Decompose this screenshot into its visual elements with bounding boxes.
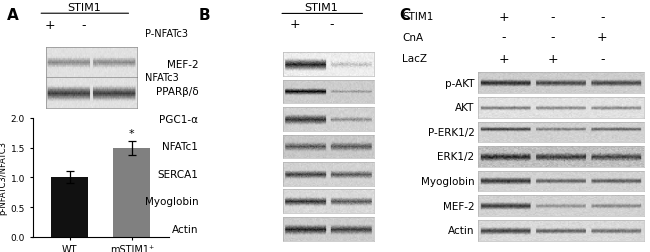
Text: Myoglobin: Myoglobin [421, 176, 474, 186]
Bar [113, 148, 150, 237]
Text: +: + [498, 53, 509, 66]
Text: -: - [330, 18, 334, 31]
Text: p-AKT: p-AKT [445, 78, 474, 88]
Text: -: - [600, 11, 604, 23]
Text: -: - [82, 19, 86, 32]
Text: MEF-2: MEF-2 [166, 60, 198, 70]
Text: AKT: AKT [455, 103, 474, 113]
Text: PPARβ/δ: PPARβ/δ [155, 87, 198, 97]
Text: CnA: CnA [402, 33, 423, 43]
Text: Myoglobin: Myoglobin [144, 197, 198, 206]
Text: SERCA1: SERCA1 [157, 169, 198, 179]
Text: LacZ: LacZ [402, 54, 427, 64]
Text: *: * [129, 129, 135, 139]
Text: -: - [600, 53, 604, 66]
Y-axis label: p-NFATC3/NFATC3: p-NFATC3/NFATC3 [0, 141, 8, 214]
Text: STIM1: STIM1 [402, 12, 434, 22]
Text: Actin: Actin [172, 224, 198, 234]
Text: STIM1: STIM1 [304, 3, 338, 13]
Text: P-NFATc3: P-NFATc3 [145, 29, 188, 39]
Text: A: A [6, 8, 18, 22]
Text: NFATc3: NFATc3 [145, 72, 179, 82]
Text: +: + [547, 53, 558, 66]
Text: Actin: Actin [448, 225, 474, 235]
Text: -: - [551, 11, 555, 23]
Text: +: + [45, 19, 55, 32]
Text: PGC1-α: PGC1-α [159, 114, 198, 124]
Text: B: B [198, 8, 210, 22]
Text: -: - [501, 31, 506, 44]
Text: +: + [290, 18, 300, 31]
Text: NFATc1: NFATc1 [162, 142, 198, 152]
Text: +: + [597, 31, 608, 44]
Text: -: - [551, 31, 555, 44]
Text: P-ERK1/2: P-ERK1/2 [428, 128, 474, 137]
Text: STIM1: STIM1 [67, 3, 101, 13]
Text: +: + [498, 11, 509, 23]
Text: ERK1/2: ERK1/2 [437, 152, 474, 162]
Text: C: C [400, 8, 411, 22]
Bar [51, 178, 88, 237]
Text: MEF-2: MEF-2 [443, 201, 474, 211]
